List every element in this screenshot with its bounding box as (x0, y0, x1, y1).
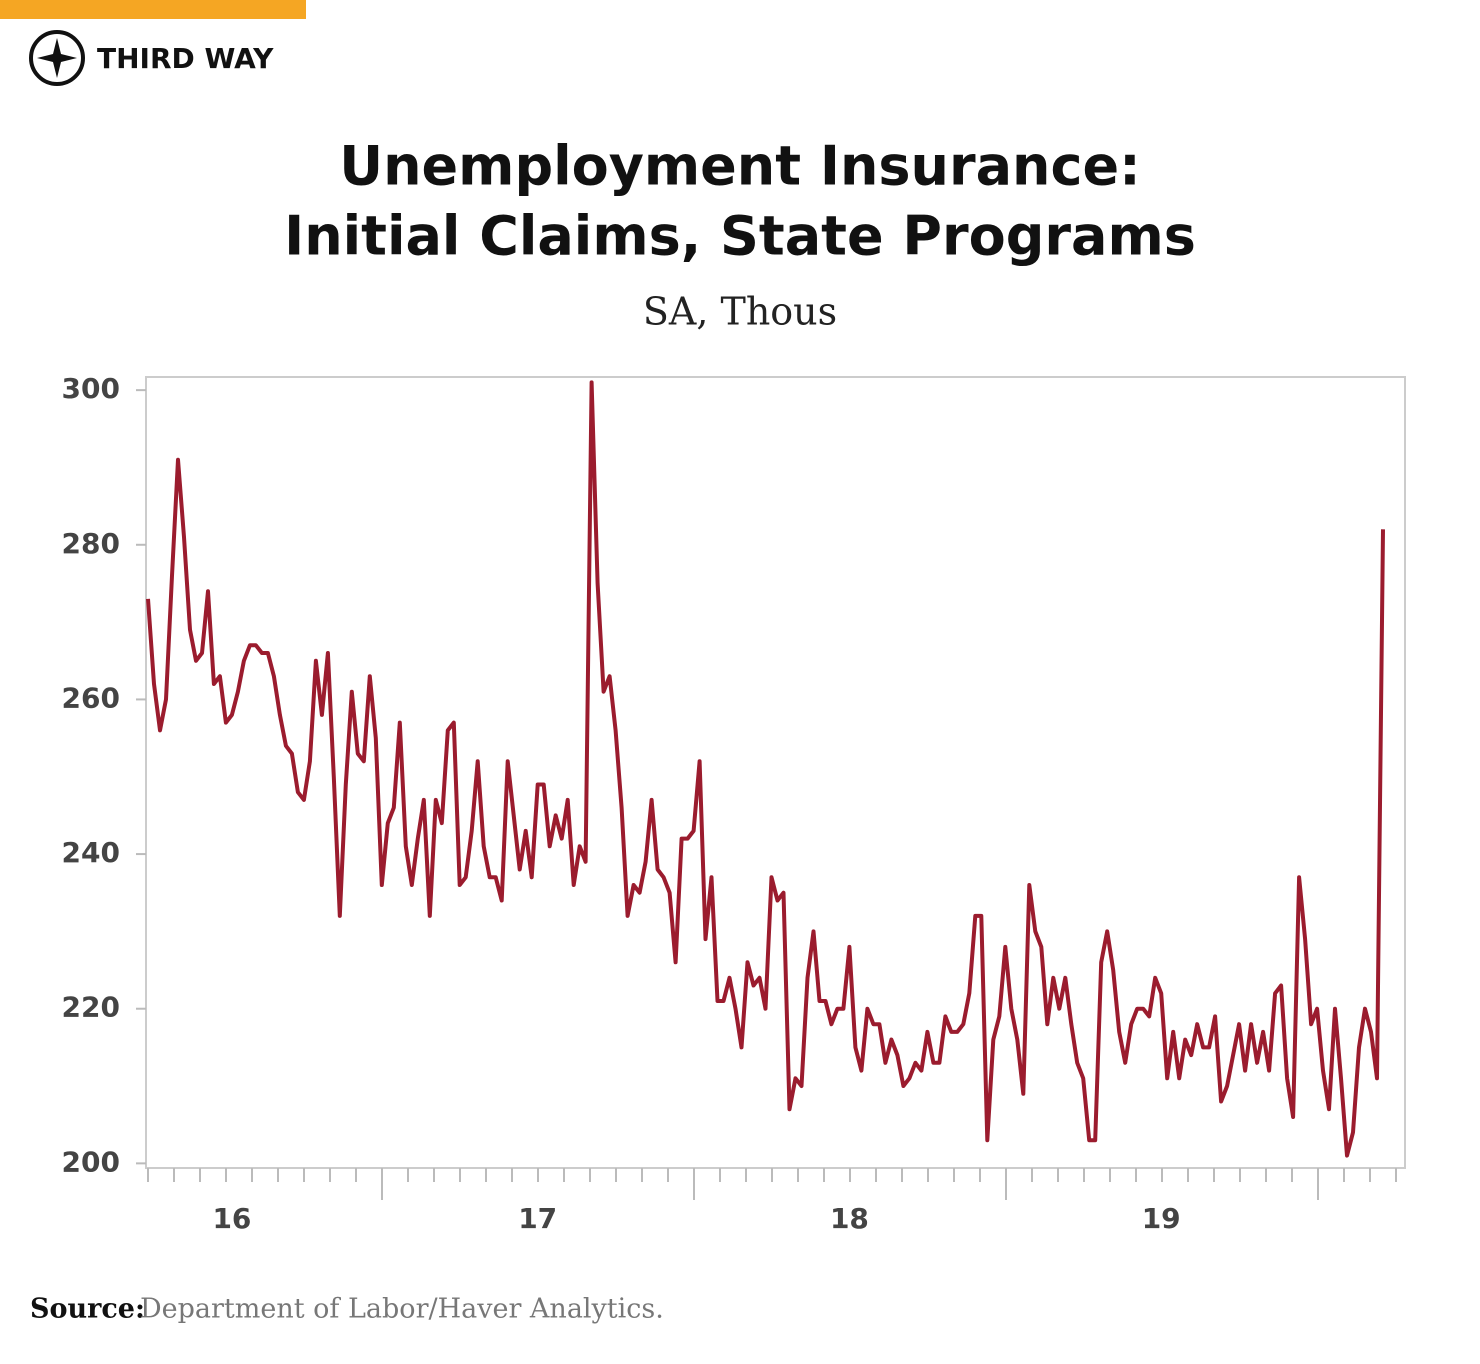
x-tick-label: 18 (830, 1202, 869, 1235)
x-tick-label: 17 (518, 1202, 557, 1235)
source-text: Department of Labor/Haver Analytics. (140, 1294, 664, 1325)
chart-title: Unemployment Insurance: (339, 135, 1140, 198)
x-tick-label: 19 (1142, 1202, 1181, 1235)
plot-frame (145, 376, 1406, 1169)
chart-title: Initial Claims, State Programs (284, 205, 1196, 268)
y-tick-label: 260 (62, 681, 120, 714)
y-tick-label: 200 (62, 1145, 120, 1178)
x-tick-label: 16 (212, 1202, 251, 1235)
source-label: Source: (30, 1294, 145, 1325)
chart-subtitle: SA, Thous (643, 290, 837, 334)
logo (29, 30, 85, 86)
y-tick-label: 300 (62, 372, 120, 405)
brand-name: THIRD WAY (97, 42, 274, 75)
y-tick-label: 280 (62, 527, 120, 560)
y-tick-label: 240 (62, 836, 120, 869)
brand-bar (0, 0, 306, 19)
y-tick-label: 220 (62, 991, 120, 1024)
data-line (146, 380, 1385, 1158)
